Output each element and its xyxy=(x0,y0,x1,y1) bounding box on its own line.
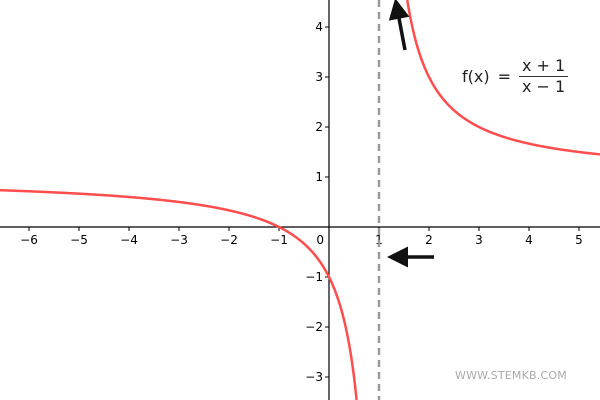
annotation-arrow-2 xyxy=(388,0,410,51)
y-tick-label: −2 xyxy=(305,320,323,334)
curve-right-branch xyxy=(406,0,600,156)
formula-denominator: x − 1 xyxy=(522,77,566,96)
x-tick-label: −2 xyxy=(220,233,238,247)
x-tick-label: −5 xyxy=(70,233,88,247)
x-tick-label: −1 xyxy=(270,233,288,247)
y-tick-label: 2 xyxy=(315,120,323,134)
y-tick-label: 4 xyxy=(315,20,323,34)
x-tick-label: 4 xyxy=(525,233,533,247)
x-tick-label: −3 xyxy=(170,233,188,247)
y-tick-label: −1 xyxy=(305,270,323,284)
curve-left-branch xyxy=(0,188,358,400)
y-tick-label: 3 xyxy=(315,70,323,84)
y-tick-label: 1 xyxy=(315,170,323,184)
formula-numerator: x + 1 xyxy=(519,56,569,77)
x-tick-label: 5 xyxy=(575,233,583,247)
formula-fraction: x + 1 x − 1 xyxy=(519,56,569,97)
formula-lhs: f(x) xyxy=(462,67,490,86)
origin-label: 0 xyxy=(316,233,324,247)
x-tick-label: −4 xyxy=(120,233,138,247)
formula-equals: = xyxy=(497,67,511,86)
y-tick-label: −3 xyxy=(305,370,323,384)
x-tick-label: 2 xyxy=(425,233,433,247)
x-tick-label: −6 xyxy=(20,233,38,247)
x-tick-label: 3 xyxy=(475,233,483,247)
watermark: WWW.STEMKB.COM xyxy=(455,369,567,382)
function-formula: f(x) = x + 1 x − 1 xyxy=(462,56,569,97)
